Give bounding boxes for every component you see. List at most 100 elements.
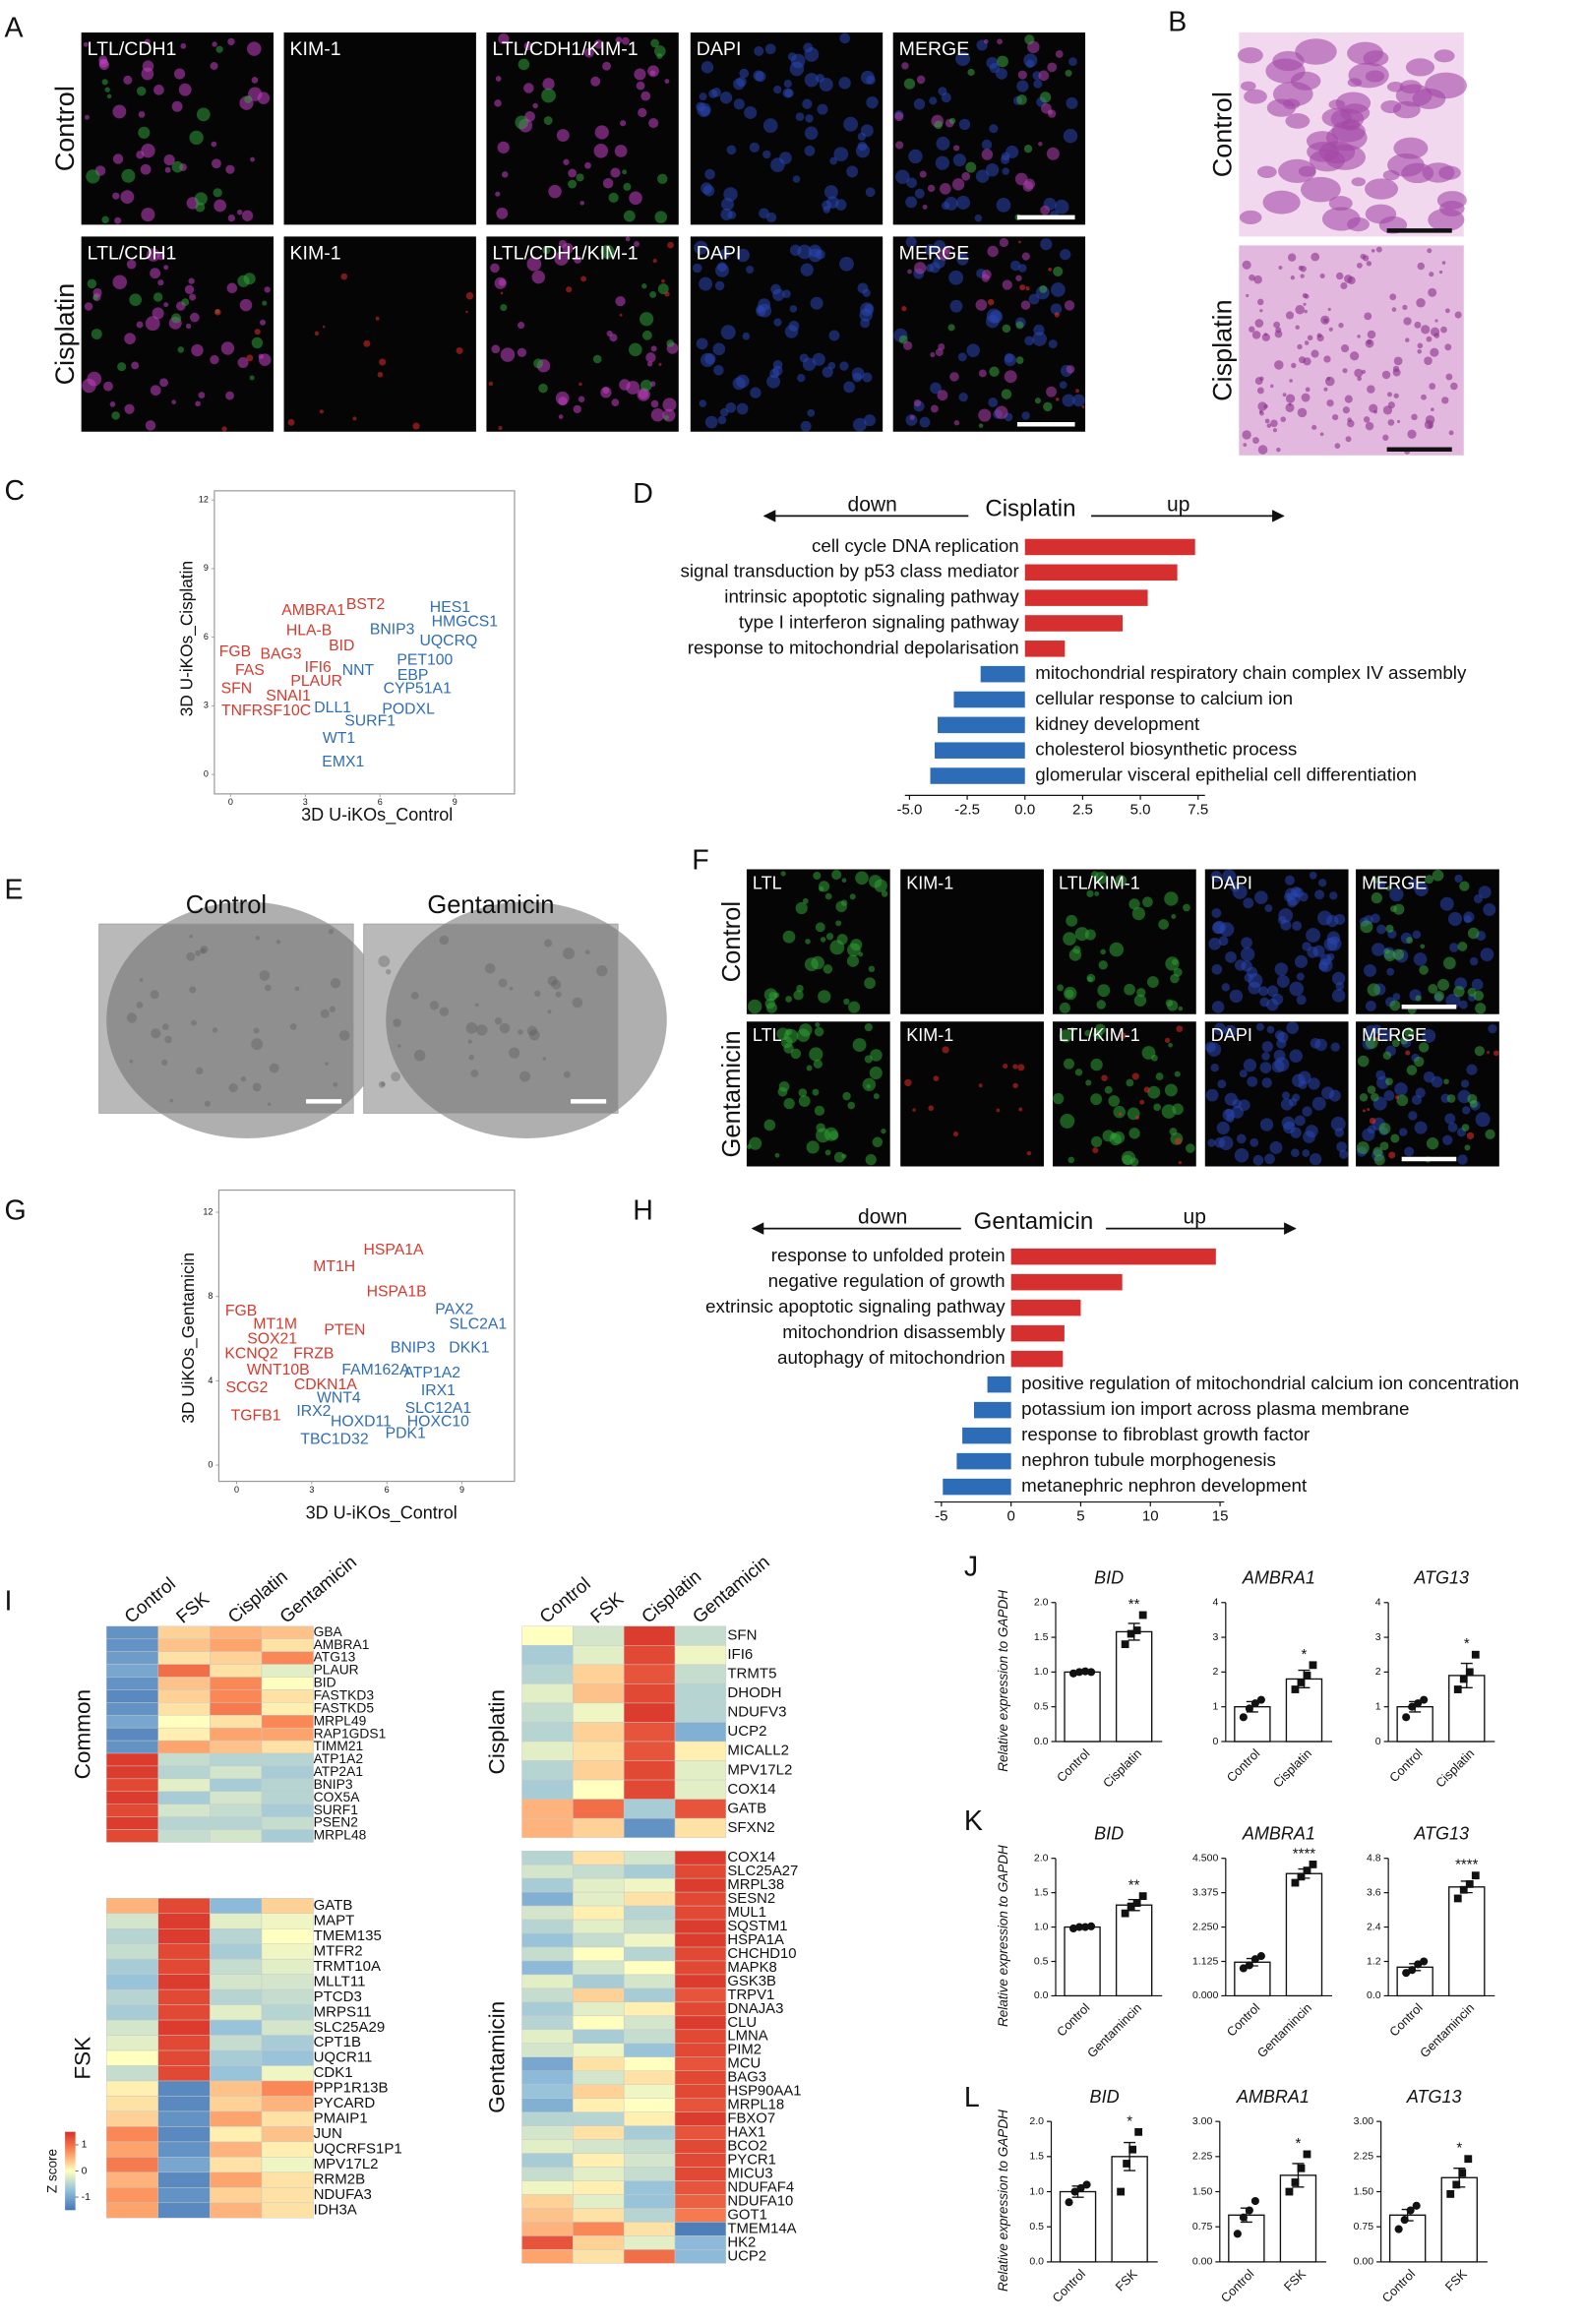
micrograph-texture — [1274, 962, 1289, 976]
micrograph-texture — [1292, 921, 1303, 932]
micrograph-texture — [1296, 995, 1307, 1006]
micrograph-texture — [1307, 947, 1319, 958]
histology-texture — [1417, 342, 1424, 349]
heatmap-cell — [210, 1702, 263, 1716]
micrograph-texture — [1102, 1130, 1115, 1142]
heatmap-cell — [210, 1816, 263, 1830]
histology-texture — [1295, 305, 1305, 315]
micrograph-texture — [171, 160, 184, 173]
histology-texture — [1334, 443, 1341, 450]
micrograph-texture — [766, 374, 781, 389]
histology-texture — [1392, 368, 1401, 377]
heatmap-cell — [157, 1958, 211, 1975]
micrograph-texture — [141, 143, 155, 158]
micrograph-texture — [629, 342, 642, 357]
micrograph-texture — [104, 87, 110, 92]
histology-texture — [1266, 423, 1272, 428]
micrograph-texture — [1018, 264, 1027, 273]
heatmap-cell — [623, 1817, 676, 1838]
micrograph-texture — [1334, 913, 1346, 925]
heatmap-cell — [573, 2222, 625, 2236]
bar — [930, 767, 1025, 784]
micrograph-texture — [1285, 887, 1298, 900]
heatmap-cell — [157, 1638, 211, 1652]
micrograph-texture — [762, 118, 778, 134]
y-axis-label: Relative expression to GAPDH — [996, 2110, 1010, 2292]
heatmap-cell — [105, 1898, 159, 1914]
gene-point: BNIP3 — [370, 621, 415, 638]
gene-label: RRM2B — [314, 2171, 366, 2188]
histology-texture — [1367, 385, 1375, 394]
brightfield-texture — [494, 1016, 503, 1025]
micrograph-texture — [150, 268, 161, 279]
micrograph-texture — [120, 190, 135, 205]
heatmap-cell — [521, 1664, 574, 1684]
micrograph-texture — [1420, 944, 1426, 949]
micrograph-texture — [1318, 879, 1327, 887]
gene-label: GATB — [314, 1897, 353, 1914]
histology-texture — [1426, 336, 1433, 342]
micrograph-texture — [938, 87, 947, 96]
heatmap-cell — [674, 2043, 727, 2058]
heatmap-cell — [521, 1645, 574, 1666]
term-label: potassium ion import across plasma membr… — [1021, 1398, 1409, 1419]
micrograph-texture — [800, 420, 812, 432]
heatmap-cell — [521, 2084, 574, 2099]
heatmap-cell — [157, 1664, 211, 1678]
gene-point: MT1M — [253, 1315, 297, 1332]
micrograph-texture — [986, 56, 999, 69]
micrograph-texture — [144, 38, 151, 45]
heatmap-cell — [210, 2141, 263, 2158]
brightfield-texture — [439, 935, 450, 946]
term-label: type I interferon signaling pathway — [739, 611, 1019, 632]
heatmap-cell — [573, 2249, 625, 2264]
micrograph-texture — [112, 192, 120, 200]
micrograph-texture — [1074, 927, 1089, 942]
heatmap-cell — [210, 1638, 263, 1652]
gene-label: MICALL2 — [727, 1743, 789, 1759]
heatmap-cell — [105, 1913, 159, 1929]
micrograph-texture — [1025, 59, 1035, 68]
micrograph-texture — [1389, 887, 1404, 902]
bar — [1115, 1904, 1153, 1997]
chart-title: ATG13 — [1413, 1567, 1469, 1587]
heatmap-cell — [261, 1752, 314, 1767]
micrograph-texture — [852, 417, 867, 432]
histology-texture — [1367, 339, 1372, 345]
heatmap-cell — [261, 2171, 314, 2188]
micrograph-texture — [956, 253, 969, 266]
channel-label: LTL/CDH1/KIM-1 — [492, 243, 638, 265]
gene-point: FRZB — [293, 1346, 334, 1363]
micrograph-texture — [1224, 1024, 1238, 1038]
brightfield-texture — [474, 1003, 479, 1008]
micrograph — [81, 32, 274, 225]
micrograph-texture — [974, 214, 983, 222]
micrograph-texture — [1054, 199, 1069, 214]
micrograph-texture — [1311, 1096, 1326, 1111]
micrograph-texture — [657, 173, 668, 185]
micrograph-texture — [1383, 1090, 1395, 1101]
micrograph-texture — [1374, 1037, 1378, 1041]
micrograph-texture — [645, 352, 656, 363]
micrograph-texture — [649, 290, 657, 298]
gene-point: EBP — [397, 667, 429, 684]
micrograph-texture — [465, 310, 468, 314]
micrograph-texture — [619, 313, 623, 317]
brightfield-texture — [429, 1001, 440, 1010]
heatmap-cell — [573, 1960, 625, 1976]
gene-point: SNAI1 — [266, 688, 311, 704]
micrograph-texture — [664, 291, 670, 297]
micrograph-texture — [1092, 1029, 1103, 1040]
brightfield-texture — [413, 1050, 426, 1062]
heatmap-cell — [105, 1791, 159, 1804]
micrograph-texture — [1207, 1138, 1216, 1147]
micrograph-texture — [500, 304, 508, 312]
y-tick-label: 0 — [208, 1459, 213, 1469]
micrograph-texture — [1063, 1058, 1074, 1070]
heatmap-cell — [105, 2110, 159, 2127]
micrograph-texture — [823, 964, 833, 974]
histology-texture — [1324, 144, 1366, 170]
histology-texture — [1297, 343, 1303, 350]
histology-texture — [1340, 344, 1350, 353]
micrograph-texture — [739, 68, 750, 79]
